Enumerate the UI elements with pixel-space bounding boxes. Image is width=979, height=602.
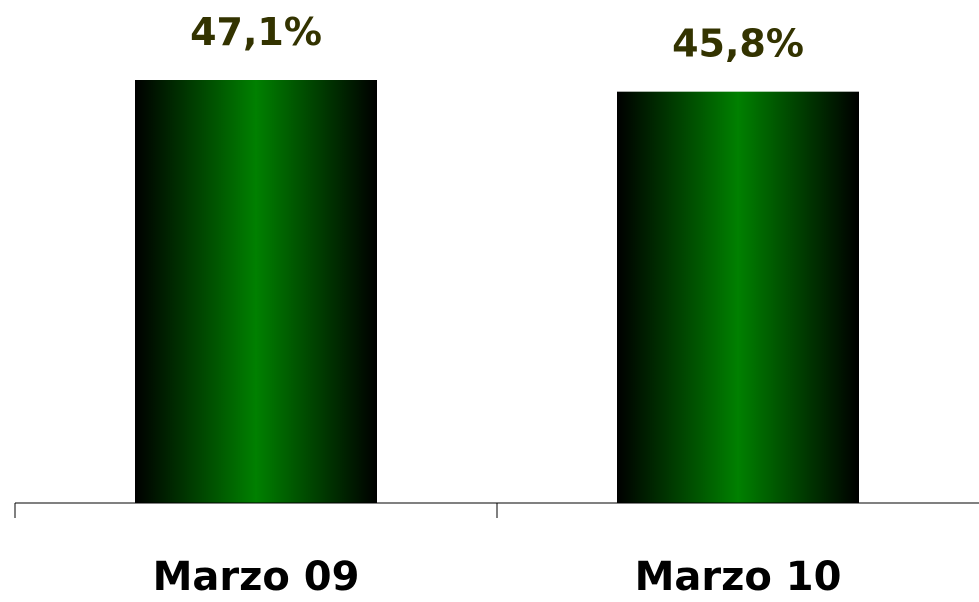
category-label-1: Marzo 09 (153, 554, 360, 600)
category-label-2: Marzo 10 (635, 554, 842, 600)
bar-1 (135, 80, 377, 503)
data-label-2: 45,8% (672, 22, 804, 66)
data-label-1: 47,1% (190, 10, 322, 54)
labels-layer: 47,1% Marzo 09 45,8% Marzo 10 (153, 10, 842, 600)
bars-layer (135, 80, 859, 503)
x-axis (14, 502, 979, 518)
bar-2 (617, 91, 859, 503)
